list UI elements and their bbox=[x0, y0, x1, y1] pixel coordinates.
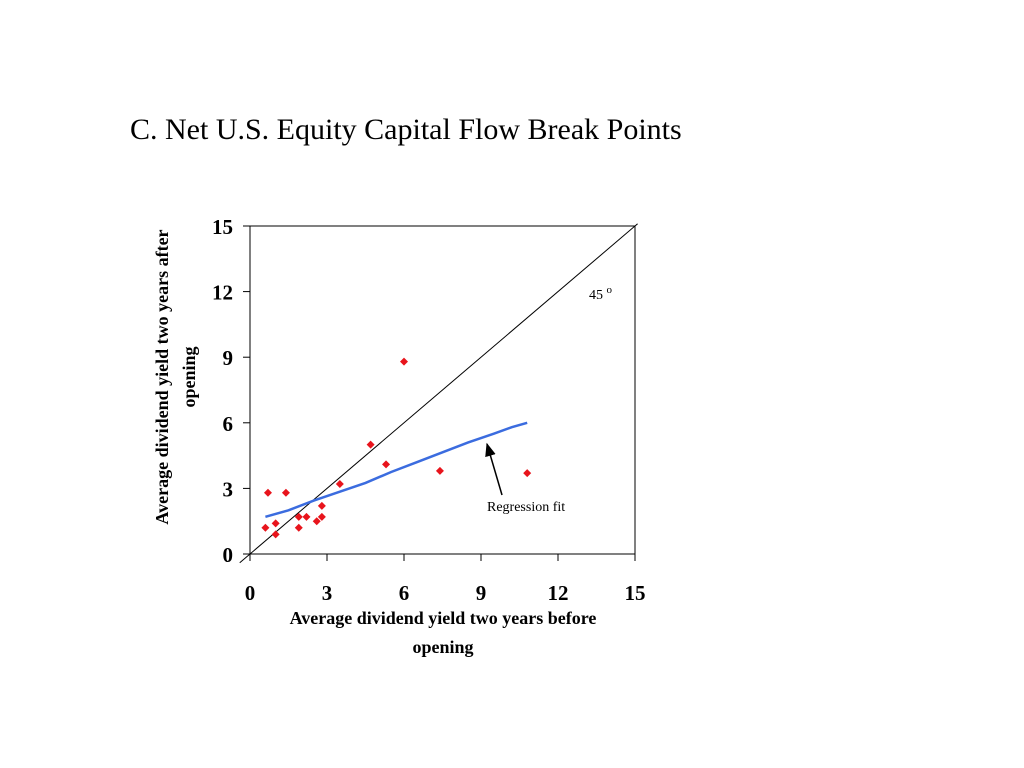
plot-area-frame bbox=[249, 225, 636, 555]
forty-five-degree-line bbox=[239, 223, 638, 564]
x-axis-title-line-2: opening bbox=[412, 637, 473, 657]
scatter-points bbox=[261, 357, 532, 539]
scatter-point bbox=[261, 523, 270, 532]
y-tick-label: 9 bbox=[223, 346, 234, 370]
x-axis-ticks: 0 3 6 9 12 15 bbox=[245, 554, 646, 605]
regression-arrow bbox=[485, 442, 503, 496]
x-tick-label: 12 bbox=[548, 581, 569, 605]
scatter-point bbox=[382, 460, 391, 469]
scatter-point bbox=[271, 519, 280, 528]
angle-annotation: 45 o bbox=[589, 284, 613, 303]
scatter-point bbox=[271, 530, 280, 539]
x-tick-label: 6 bbox=[399, 581, 410, 605]
x-axis-title-line-1: Average dividend yield two years before bbox=[290, 608, 597, 628]
regression-label: Regression fit bbox=[487, 500, 565, 515]
regression-line bbox=[265, 421, 528, 519]
scatter-point bbox=[335, 480, 344, 489]
scatter-point bbox=[366, 440, 375, 449]
angle-label: 45 bbox=[589, 288, 603, 303]
angle-superscript: o bbox=[607, 284, 613, 296]
scatter-point bbox=[294, 512, 303, 521]
y-axis-title-line-1: Average dividend yield two years after bbox=[152, 229, 172, 524]
scatter-point bbox=[302, 512, 311, 521]
x-tick-label: 9 bbox=[476, 581, 487, 605]
scatter-point bbox=[312, 517, 321, 526]
slide-title: C. Net U.S. Equity Capital Flow Break Po… bbox=[130, 113, 682, 146]
scatter-point bbox=[294, 523, 303, 532]
scatter-point bbox=[317, 501, 326, 510]
y-tick-label: 15 bbox=[212, 215, 233, 239]
x-tick-label: 0 bbox=[245, 581, 256, 605]
scatter-point bbox=[281, 488, 290, 497]
y-tick-label: 6 bbox=[223, 412, 234, 436]
x-tick-label: 15 bbox=[625, 581, 646, 605]
y-tick-label: 12 bbox=[212, 281, 233, 305]
y-axis-ticks: 0 3 6 9 12 15 bbox=[212, 215, 250, 567]
scatter-point bbox=[400, 357, 408, 366]
y-tick-label: 3 bbox=[223, 477, 234, 501]
y-tick-label: 0 bbox=[223, 543, 234, 567]
scatter-point bbox=[317, 512, 326, 521]
scatter-point bbox=[263, 488, 272, 497]
scatter-point bbox=[435, 466, 444, 475]
y-axis-title-line-2: opening bbox=[179, 346, 199, 407]
scatter-point bbox=[523, 469, 532, 478]
x-tick-label: 3 bbox=[322, 581, 333, 605]
